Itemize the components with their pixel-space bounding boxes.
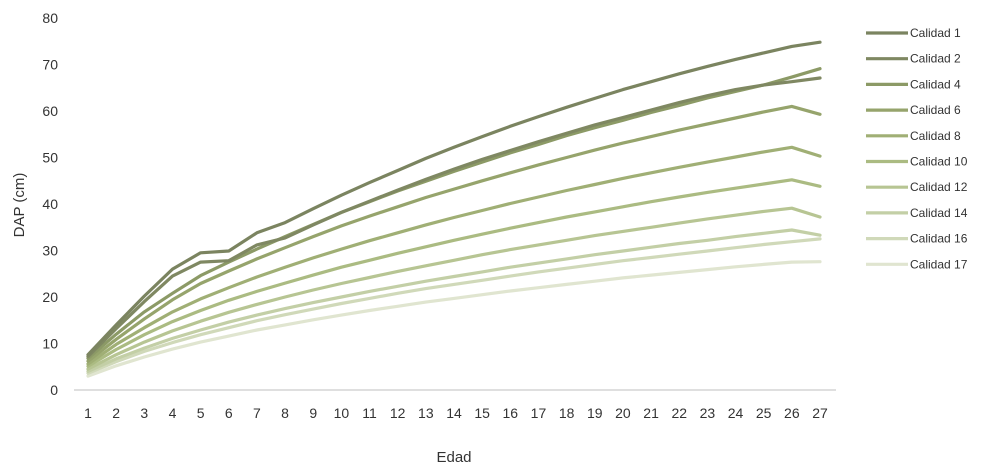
series-line-calidad-2: [86, 76, 822, 359]
x-tick-label: 7: [253, 405, 261, 421]
x-tick-label: 16: [503, 405, 519, 421]
y-axis-title: DAP (cm): [11, 173, 28, 238]
series-line-calidad-8: [86, 145, 822, 366]
x-tick-label: 12: [390, 405, 406, 421]
x-tick-label: 15: [474, 405, 490, 421]
x-tick-label: 2: [112, 405, 120, 421]
x-tick-label: 1: [84, 405, 92, 421]
x-tick-label: 22: [671, 405, 687, 421]
y-tick-label: 10: [42, 336, 58, 352]
legend-label: Calidad 6: [910, 103, 961, 117]
x-tick-label: 4: [169, 405, 177, 421]
legend-label: Calidad 1: [910, 26, 961, 40]
legend-label: Calidad 17: [910, 257, 968, 271]
x-tick-label: 5: [197, 405, 205, 421]
x-tick-label: 6: [225, 405, 233, 421]
series-line-calidad-10: [86, 178, 822, 368]
y-tick-label: 50: [42, 150, 58, 166]
legend-label: Calidad 4: [910, 77, 961, 91]
legend-label: Calidad 16: [910, 232, 968, 246]
y-tick-label: 60: [42, 103, 58, 119]
y-tick-label: 0: [50, 382, 58, 398]
x-tick-label: 25: [756, 405, 772, 421]
x-tick-label: 19: [587, 405, 603, 421]
x-tick-label: 20: [615, 405, 631, 421]
x-tick-label: 8: [281, 405, 289, 421]
x-tick-label: 11: [362, 405, 377, 421]
x-tick-label: 26: [784, 405, 800, 421]
x-tick-label: 9: [309, 405, 317, 421]
legend-label: Calidad 14: [910, 206, 968, 220]
legend-label: Calidad 10: [910, 155, 968, 169]
series-line-calidad-6: [86, 104, 822, 363]
legend-label: Calidad 12: [910, 180, 968, 194]
x-tick-label: 3: [140, 405, 148, 421]
y-tick-label: 70: [42, 57, 58, 73]
x-tick-label: 23: [700, 405, 716, 421]
legend-label: Calidad 8: [910, 129, 961, 143]
x-axis-title: Edad: [436, 449, 471, 466]
x-axis-ticks: 1 2 3 4 5 6 7 8 9 10 11 12 13 14 15 16 17 18 19 20 21 22 23 24 2…: [84, 405, 828, 421]
series-line-calidad-16: [86, 237, 822, 375]
x-tick-label: 17: [531, 405, 547, 421]
y-tick-label: 80: [42, 10, 58, 26]
series-line-calidad-17: [86, 260, 822, 378]
legend-label: Calidad 2: [910, 52, 961, 66]
series-line-calidad-4: [86, 67, 822, 360]
series-line-calidad-1: [86, 40, 822, 357]
series-line-calidad-14: [86, 228, 822, 373]
legend: Calidad 1 Calidad 2 Calidad 4 Calidad 6 Cali…: [866, 26, 968, 271]
x-tick-label: 10: [334, 405, 350, 421]
x-tick-label: 24: [728, 405, 744, 421]
y-tick-label: 30: [42, 243, 58, 259]
x-tick-label: 21: [643, 405, 659, 421]
x-tick-label: 14: [446, 405, 462, 421]
series-line-calidad-12: [86, 206, 822, 371]
series-lines: [86, 40, 822, 378]
y-tick-label: 20: [42, 289, 58, 305]
x-tick-label: 27: [812, 405, 828, 421]
x-tick-label: 18: [559, 405, 575, 421]
y-tick-label: 40: [42, 196, 58, 212]
x-tick-label: 13: [418, 405, 434, 421]
y-axis-ticks: 0 10 20 30 40 50 60 70 80: [42, 10, 58, 398]
